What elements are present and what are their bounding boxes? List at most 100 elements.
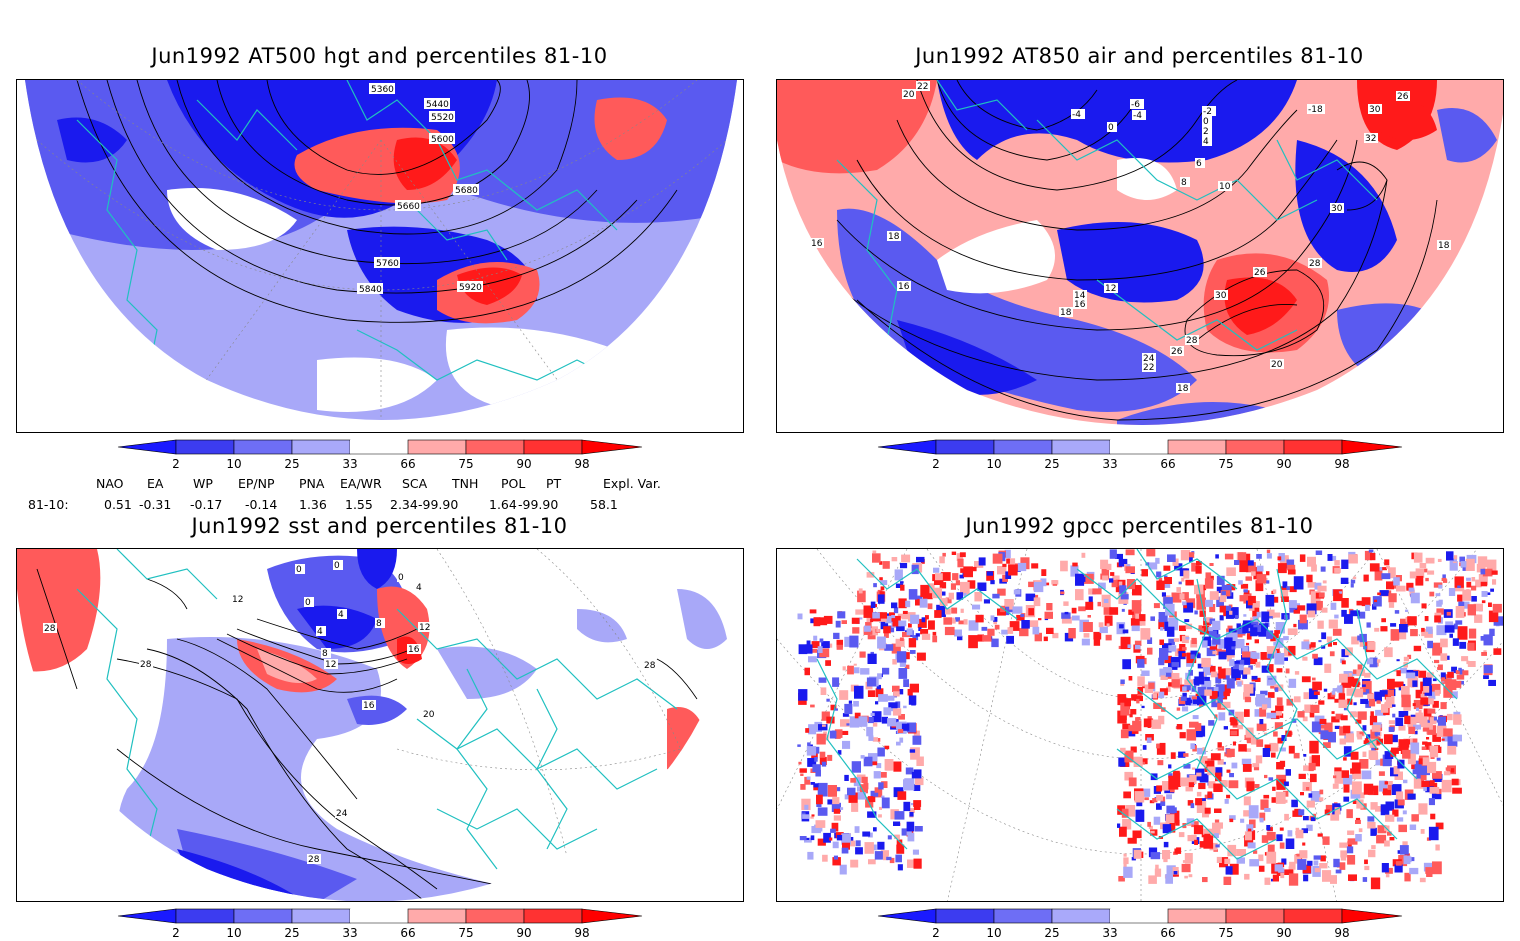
precip-cell	[1289, 586, 1297, 593]
precip-cell	[1248, 665, 1253, 670]
precip-cell	[1121, 608, 1125, 612]
precip-cell	[1281, 858, 1287, 865]
precip-cell	[1259, 817, 1264, 823]
precip-cell	[1195, 565, 1202, 574]
precip-cell	[1277, 556, 1282, 561]
precip-cell	[1380, 626, 1388, 632]
precip-cell	[1468, 628, 1477, 639]
precip-cell	[1287, 564, 1296, 571]
precip-cell	[903, 679, 909, 687]
colorbar-air: 2 10 25 33 66 75 90 98	[877, 439, 1403, 471]
precip-cell	[846, 723, 850, 726]
precip-cell	[1488, 602, 1492, 607]
precip-cell	[857, 792, 866, 800]
precip-cell	[870, 618, 874, 623]
precip-cell	[1406, 582, 1414, 591]
precip-cell	[1004, 549, 1011, 559]
precip-cell	[1242, 673, 1248, 679]
precip-cell	[860, 755, 865, 759]
precip-cell	[1370, 711, 1374, 717]
precip-cell	[1135, 809, 1145, 822]
precip-cell	[1370, 553, 1376, 561]
precip-cell	[1476, 563, 1486, 573]
precip-cell	[1141, 705, 1145, 709]
precip-cell	[1136, 801, 1143, 807]
precip-cell	[1210, 575, 1214, 581]
contour-label: 0	[295, 564, 305, 575]
precip-cell	[975, 614, 984, 623]
precip-cell	[1180, 696, 1187, 701]
precip-cell	[1216, 575, 1225, 585]
precip-cell	[1106, 563, 1112, 570]
precip-cell	[1216, 586, 1223, 593]
precip-cell	[1355, 819, 1361, 824]
precip-cell	[1274, 684, 1284, 692]
precip-cell	[1155, 864, 1159, 870]
precip-cell	[1273, 731, 1278, 737]
precip-cell	[1404, 872, 1411, 882]
precip-cell	[1415, 568, 1425, 578]
precip-cell	[1341, 660, 1346, 665]
precip-cell	[1084, 573, 1094, 584]
precip-cell	[1158, 619, 1167, 630]
precip-cell	[1352, 678, 1360, 688]
precip-cell	[1273, 642, 1278, 646]
precip-cell	[1422, 741, 1428, 745]
precip-cell	[1147, 647, 1153, 655]
precip-cell	[1466, 581, 1472, 588]
precip-cell	[1237, 724, 1244, 730]
precip-cell	[1124, 771, 1134, 781]
precip-cell	[1158, 657, 1165, 666]
precip-cell	[1471, 596, 1477, 602]
precip-cell	[1306, 603, 1317, 615]
precip-cell	[1168, 775, 1179, 790]
precip-cell	[1407, 616, 1417, 626]
precip-cell	[1164, 577, 1172, 584]
precip-cell	[1432, 642, 1443, 656]
precip-cell	[887, 835, 892, 840]
precip-cell	[1087, 615, 1091, 618]
precip-cell	[1436, 757, 1441, 761]
precip-cell	[1423, 722, 1433, 730]
precip-cell	[1103, 607, 1112, 615]
precip-cell	[1150, 616, 1155, 621]
colorbar-tick-label: 66	[1160, 926, 1175, 940]
index-value: -0.31	[139, 497, 172, 512]
precip-cell	[1184, 875, 1188, 879]
svg-text:16: 16	[408, 645, 420, 655]
precip-cell	[1077, 580, 1084, 585]
precip-cell	[1441, 738, 1445, 741]
colorbar-segment	[117, 908, 177, 924]
precip-cell	[1158, 577, 1163, 581]
precip-cell	[1225, 866, 1233, 875]
precip-cell	[813, 617, 821, 627]
precip-cell	[913, 730, 920, 739]
precip-cell	[1454, 576, 1464, 588]
precip-cell	[932, 631, 937, 636]
precip-cell	[1422, 727, 1430, 732]
precip-cell	[1201, 657, 1211, 668]
precip-cell	[1288, 678, 1297, 688]
precip-cell	[1455, 606, 1465, 618]
svg-text:30: 30	[1215, 291, 1227, 301]
precip-cell	[981, 626, 988, 631]
contour-label: 0	[333, 560, 343, 571]
precip-cell	[1413, 775, 1424, 789]
precip-cell	[1243, 589, 1248, 593]
precip-cell	[957, 558, 964, 568]
contour-label: 12	[231, 594, 245, 605]
map-hgt: 5360 5440 5520 5600 5680 5660 5760 5840 …	[25, 80, 737, 420]
precip-cell	[1287, 830, 1293, 837]
precip-cell	[1266, 646, 1276, 658]
precip-cell	[810, 816, 814, 819]
precip-cell	[812, 764, 821, 772]
precip-cell	[1299, 554, 1306, 562]
precip-cell	[974, 592, 983, 602]
precip-cell	[1385, 814, 1395, 822]
precip-cell	[835, 787, 841, 792]
precip-cell	[1199, 756, 1208, 764]
contour-label: 4	[316, 626, 326, 637]
precip-cell	[867, 653, 877, 664]
precip-cell	[849, 716, 860, 728]
precip-cell	[1307, 582, 1317, 588]
